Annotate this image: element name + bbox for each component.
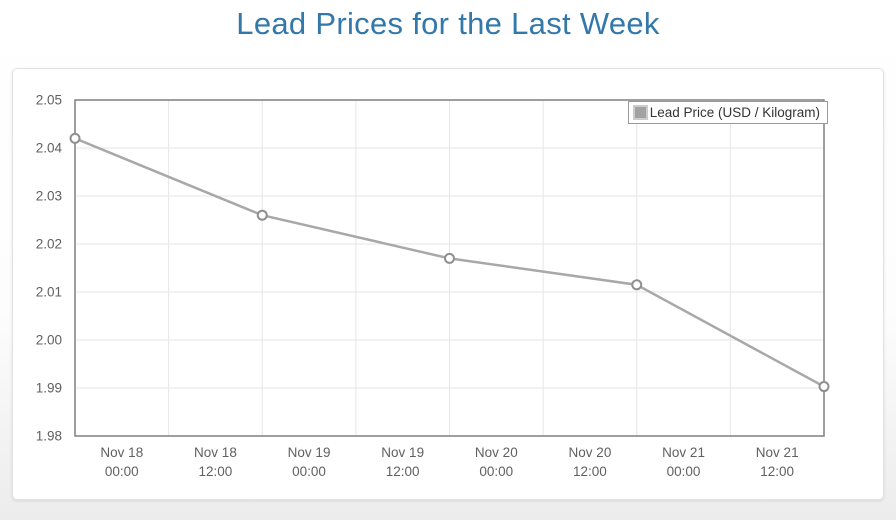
y-axis-tick-label: 2.02 <box>36 237 62 252</box>
y-axis-tick-label: 2.03 <box>36 189 62 204</box>
legend-label: Lead Price (USD / Kilogram) <box>649 105 820 120</box>
x-axis-tick-label-date: Nov 19 <box>288 445 331 460</box>
y-axis-tick-label: 2.04 <box>36 141 63 156</box>
x-axis-tick-label-time: 00:00 <box>292 464 326 479</box>
y-axis-tick-label: 2.00 <box>36 333 62 348</box>
x-axis-tick-label-time: 00:00 <box>105 464 139 479</box>
x-axis-tick-label-date: Nov 20 <box>475 445 518 460</box>
data-point-marker[interactable] <box>631 279 643 291</box>
y-axis-tick-label: 2.05 <box>36 93 62 108</box>
x-axis-tick-label-time: 12:00 <box>199 464 233 479</box>
chart-legend[interactable]: Lead Price (USD / Kilogram) <box>627 101 828 124</box>
y-axis-tick-label: 1.98 <box>36 429 62 444</box>
x-axis-tick-label-date: Nov 18 <box>100 445 143 460</box>
x-axis-tick-label-date: Nov 21 <box>662 445 705 460</box>
data-point-marker[interactable] <box>256 209 268 221</box>
data-point-marker[interactable] <box>444 252 455 264</box>
x-axis-tick-label-time: 00:00 <box>667 464 701 479</box>
x-axis-tick-label-date: Nov 20 <box>569 445 612 460</box>
x-axis-tick-label-time: 12:00 <box>386 464 420 479</box>
x-axis-tick-label-date: Nov 18 <box>194 445 237 460</box>
plot-border <box>74 99 825 437</box>
x-axis-tick-label-date: Nov 19 <box>381 445 424 460</box>
page-title: Lead Prices for the Last Week <box>236 6 660 41</box>
x-axis-tick-label-time: 12:00 <box>573 464 607 479</box>
x-axis-tick-label-time: 12:00 <box>760 464 794 479</box>
legend-square-icon <box>632 105 648 120</box>
data-point-marker[interactable] <box>69 132 81 144</box>
y-axis-tick-label: 1.99 <box>36 381 62 396</box>
x-axis-tick-label-date: Nov 21 <box>756 445 799 460</box>
price-chart-svg: 2.05 2.04 2.03 2.02 2.01 2.00 1.99 1.98 Nov 18 00… <box>36 93 830 479</box>
chart-panel: 2.05 2.04 2.03 2.02 2.01 2.00 1.99 1.98 Nov 18 00… <box>12 68 884 500</box>
y-axis-tick-label: 2.01 <box>36 285 62 300</box>
x-axis-tick-label-time: 00:00 <box>479 464 513 479</box>
data-point-marker[interactable] <box>818 381 830 393</box>
